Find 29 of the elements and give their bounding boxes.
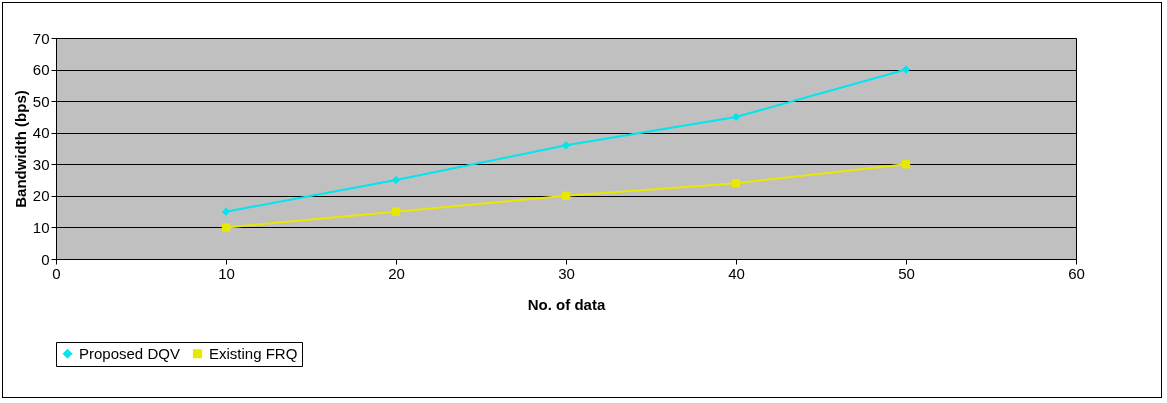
x-tick-label: 30	[558, 264, 575, 282]
x-axis-title: No. of data	[527, 295, 606, 313]
y-tick-label: 0	[41, 250, 50, 268]
legend-label: Proposed DQV	[79, 344, 180, 362]
y-tick-label: 70	[32, 29, 50, 47]
point	[901, 160, 911, 169]
y-tick-label: 30	[32, 155, 50, 173]
point	[561, 141, 571, 150]
point	[221, 223, 231, 232]
y-axis-title: Bandwidth (bps)	[11, 90, 29, 208]
y-tick-label: 40	[32, 124, 50, 142]
x-tick-label: 60	[1068, 264, 1085, 282]
point	[391, 207, 401, 216]
x-tick-label: 50	[898, 264, 915, 282]
y-tick-label: 50	[32, 92, 50, 110]
point	[901, 65, 911, 74]
y-tick-label: 10	[32, 218, 50, 236]
y-tick-label: 20	[32, 187, 50, 205]
x-tick-label: 0	[52, 264, 61, 282]
point	[731, 112, 741, 122]
point	[561, 191, 571, 201]
point	[391, 175, 401, 185]
legend-label: Existing FRQ	[209, 344, 298, 362]
point	[221, 207, 231, 216]
x-tick-label: 10	[218, 264, 235, 282]
y-tick-label: 60	[32, 61, 50, 79]
x-tick-label: 20	[388, 264, 405, 282]
point	[731, 179, 741, 188]
x-tick-label: 40	[728, 264, 745, 282]
